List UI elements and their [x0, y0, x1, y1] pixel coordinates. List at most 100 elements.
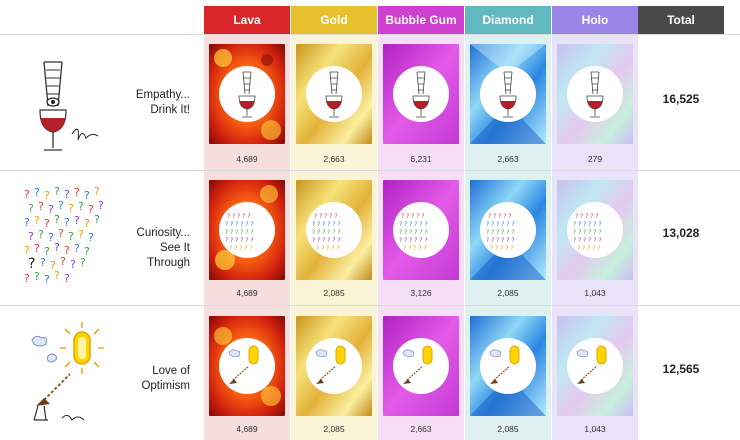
card-curiosity-diamond[interactable]: ? ? ? ? ?? ? ? ? ? ?? ? ? ? ? ?? ? ? ? ?…	[470, 180, 546, 280]
header-diamond[interactable]: Diamond	[465, 6, 551, 34]
svg-text:?: ?	[60, 255, 66, 268]
card-curiosity-gold[interactable]: ? ? ? ? ?? ? ? ? ? ?? ? ? ? ? ?? ? ? ? ?…	[296, 180, 372, 280]
count-optimism-lava: 4,689	[236, 424, 258, 434]
card-optimism-diamond[interactable]	[470, 316, 546, 416]
svg-text:?: ?	[64, 216, 70, 229]
card-optimism-lava[interactable]	[209, 316, 285, 416]
svg-text:?: ?	[24, 272, 30, 285]
svg-text:? ? ? ? ?: ? ? ? ? ?	[314, 213, 338, 220]
svg-text:?: ?	[44, 217, 50, 230]
header-total[interactable]: Total	[638, 6, 724, 34]
header-gold[interactable]: Gold	[291, 6, 377, 34]
card-art-circle	[306, 66, 362, 122]
svg-text:? ? ? ? ? ?: ? ? ? ? ? ?	[486, 221, 515, 228]
header-holo[interactable]: Holo	[552, 6, 638, 34]
svg-text:?: ?	[84, 245, 90, 258]
svg-text:? ? ? ? ?: ? ? ? ? ?	[488, 213, 512, 220]
curiosity-question-marks-illustration: ???????? ???????? ???????? ??????? ?????…	[22, 186, 112, 296]
svg-text:? ? ? ? ? ?: ? ? ? ? ? ?	[573, 221, 602, 228]
svg-text:? ? ? ? ? ?: ? ? ? ? ? ?	[573, 237, 602, 244]
count-curiosity-bubble-gum: 3,126	[410, 288, 432, 298]
svg-text:? ? ? ? ? ?: ? ? ? ? ? ?	[312, 221, 341, 228]
svg-text:?: ?	[84, 217, 90, 230]
svg-text:?: ?	[64, 244, 70, 257]
svg-text:?: ?	[78, 200, 84, 213]
svg-text:?: ?	[28, 256, 35, 272]
card-art-circle	[393, 338, 449, 394]
card-empathy-lava[interactable]	[209, 44, 285, 144]
card-art-circle	[480, 66, 536, 122]
svg-text:?: ?	[54, 213, 60, 226]
total-empathy: 16,525	[662, 92, 700, 106]
count-empathy-diamond: 2,663	[497, 154, 519, 164]
svg-text:? ? ? ? ?: ? ? ? ? ?	[227, 213, 251, 220]
svg-text:?: ?	[94, 186, 100, 198]
svg-text:?: ?	[58, 199, 64, 212]
svg-text:? ? ? ? ? ?: ? ? ? ? ? ?	[486, 237, 515, 244]
svg-text:?: ?	[48, 203, 54, 216]
svg-text:? ? ? ? ?: ? ? ? ? ?	[577, 245, 601, 252]
svg-text:?: ?	[40, 256, 46, 269]
svg-text:?: ?	[54, 241, 60, 254]
card-art-circle	[480, 338, 536, 394]
svg-text:?: ?	[28, 202, 34, 215]
count-optimism-bubble-gum: 2,663	[410, 424, 432, 434]
svg-text:? ? ? ? ? ?: ? ? ? ? ? ?	[225, 237, 254, 244]
card-optimism-holo[interactable]	[557, 316, 633, 416]
card-art-circle	[219, 338, 275, 394]
svg-text:?: ?	[44, 245, 50, 258]
svg-text:?: ?	[68, 202, 74, 215]
count-curiosity-gold: 2,085	[323, 288, 345, 298]
svg-text:?: ?	[28, 230, 34, 243]
count-empathy-gold: 2,663	[323, 154, 345, 164]
svg-text:?: ?	[34, 270, 40, 283]
svg-text:?: ?	[50, 259, 56, 272]
svg-text:?: ?	[38, 228, 44, 241]
card-empathy-gold[interactable]	[296, 44, 372, 144]
card-curiosity-holo[interactable]: ? ? ? ? ?? ? ? ? ? ?? ? ? ? ? ?? ? ? ? ?…	[557, 180, 633, 280]
svg-text:?: ?	[64, 272, 70, 285]
svg-text:? ? ? ? ? ?: ? ? ? ? ? ?	[486, 229, 515, 236]
svg-text:?: ?	[88, 203, 94, 216]
card-art-circle: ? ? ? ? ?? ? ? ? ? ?? ? ? ? ? ?? ? ? ? ?…	[219, 202, 275, 258]
card-empathy-bubble-gum[interactable]	[383, 44, 459, 144]
header-lava[interactable]: Lava	[204, 6, 290, 34]
svg-text:?: ?	[34, 242, 40, 255]
svg-text:?: ?	[44, 273, 50, 286]
count-optimism-holo: 1,043	[584, 424, 606, 434]
svg-text:?: ?	[78, 228, 84, 241]
svg-text:?: ?	[24, 216, 30, 229]
svg-text:? ? ? ? ? ?: ? ? ? ? ? ?	[399, 229, 428, 236]
total-optimism: 12,565	[662, 362, 700, 376]
count-optimism-diamond: 2,085	[497, 424, 519, 434]
count-empathy-holo: 279	[587, 154, 603, 164]
card-curiosity-lava[interactable]: ? ? ? ? ?? ? ? ? ? ?? ? ? ? ? ?? ? ? ? ?…	[209, 180, 285, 280]
count-curiosity-lava: 4,689	[236, 288, 258, 298]
card-empathy-holo[interactable]	[557, 44, 633, 144]
card-optimism-bubble-gum[interactable]	[383, 316, 459, 416]
header-bubble-gum[interactable]: Bubble Gum	[378, 6, 464, 34]
count-curiosity-diamond: 2,085	[497, 288, 519, 298]
row-divider	[0, 34, 740, 35]
svg-text:?: ?	[54, 269, 60, 282]
svg-text:? ? ? ? ? ?: ? ? ? ? ? ?	[573, 229, 602, 236]
svg-text:?: ?	[68, 230, 74, 243]
card-art-circle: ? ? ? ? ?? ? ? ? ? ?? ? ? ? ? ?? ? ? ? ?…	[306, 202, 362, 258]
row-label-curiosity: Curiosity... See It Through	[136, 227, 190, 269]
optimism-sun-telescope-illustration	[22, 322, 112, 432]
card-art-circle	[567, 66, 623, 122]
svg-text:?: ?	[24, 244, 30, 257]
svg-text:?: ?	[80, 256, 86, 269]
total-curiosity: 13,028	[662, 226, 700, 240]
svg-text:? ? ? ? ?: ? ? ? ? ?	[403, 245, 427, 252]
svg-text:? ? ? ? ?: ? ? ? ? ?	[490, 245, 514, 252]
card-optimism-gold[interactable]	[296, 316, 372, 416]
card-empathy-diamond[interactable]	[470, 44, 546, 144]
svg-text:?: ?	[58, 227, 64, 240]
svg-text:?: ?	[34, 186, 40, 199]
count-curiosity-holo: 1,043	[584, 288, 606, 298]
svg-text:?: ?	[44, 189, 50, 202]
card-curiosity-bubble-gum[interactable]: ? ? ? ? ?? ? ? ? ? ?? ? ? ? ? ?? ? ? ? ?…	[383, 180, 459, 280]
count-empathy-bubble-gum: 6,231	[410, 154, 432, 164]
svg-text:?: ?	[74, 186, 80, 199]
